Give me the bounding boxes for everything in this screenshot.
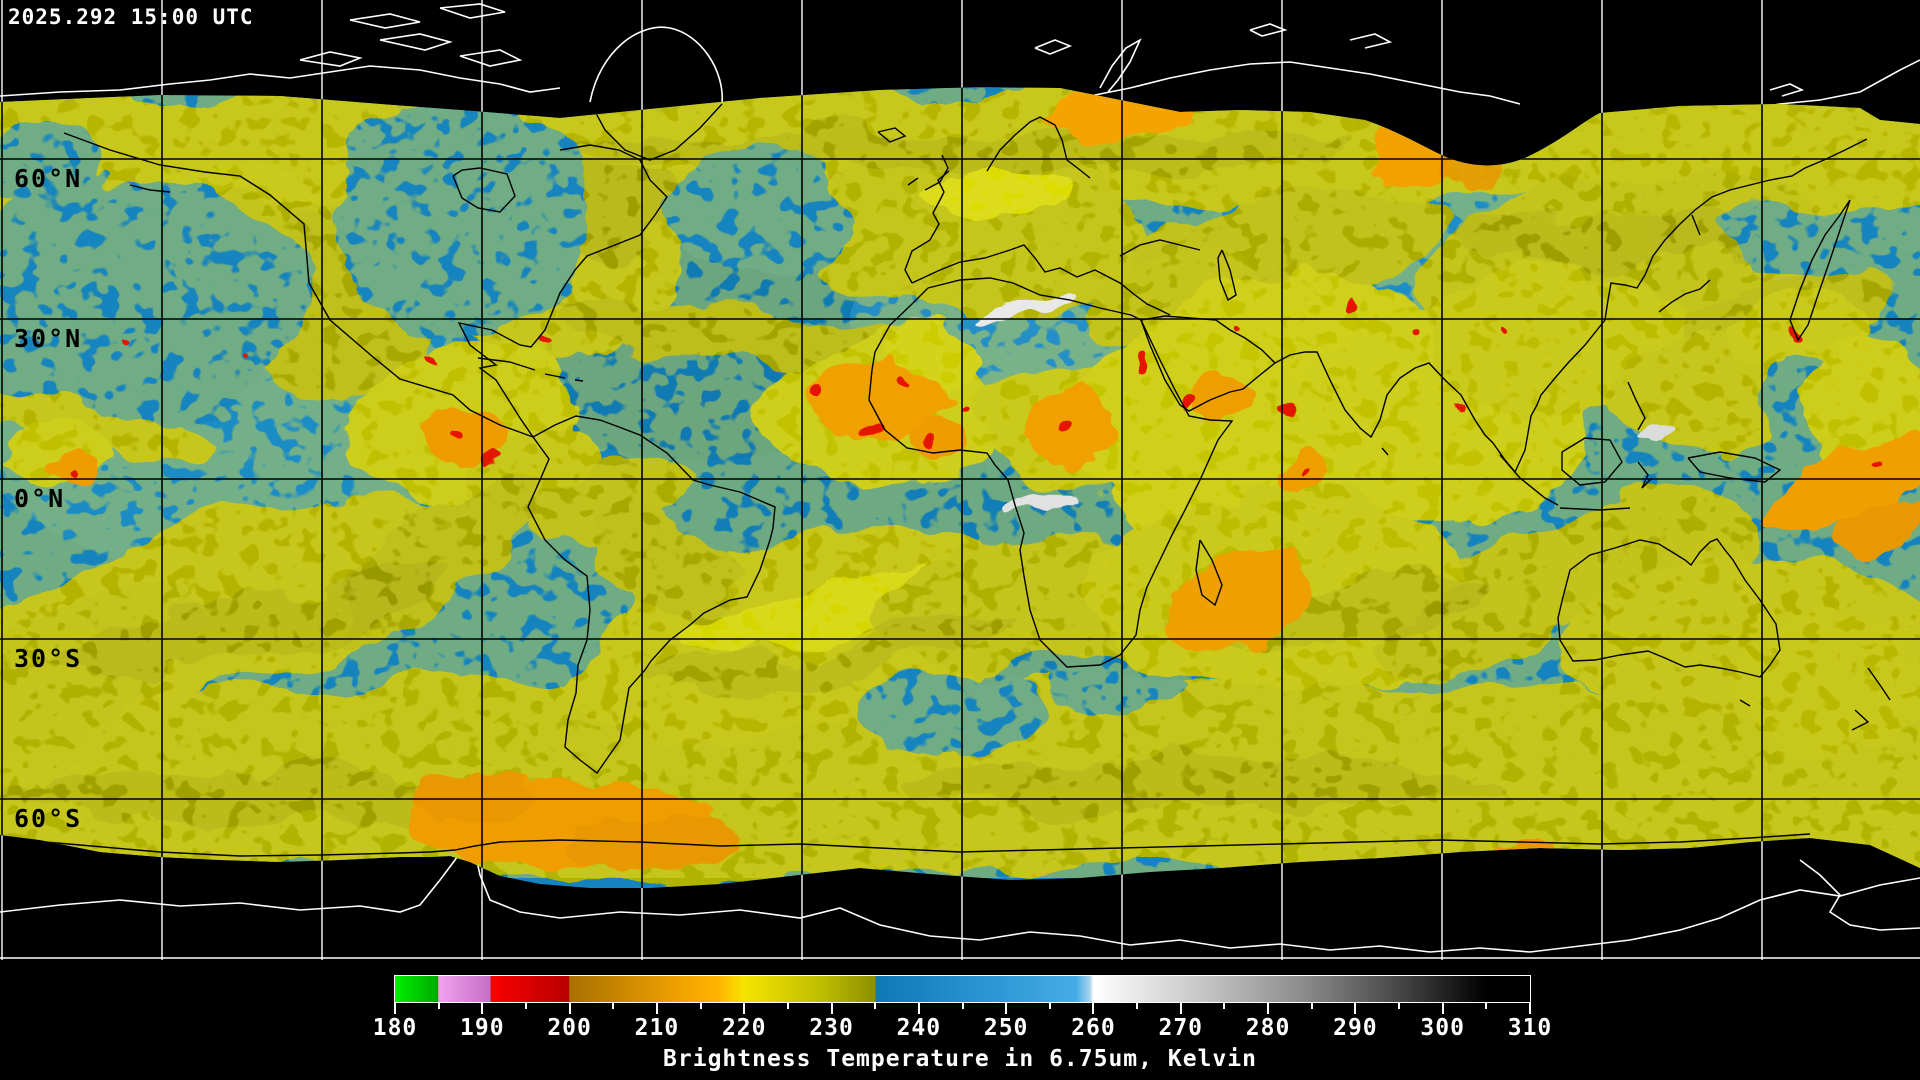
colorbar-minor-tick: [1485, 1003, 1488, 1009]
colorbar-major-tick: [1092, 1003, 1095, 1014]
colorbar-major-tick: [1005, 1003, 1008, 1014]
colorbar-minor-tick: [1223, 1003, 1226, 1009]
latitude-label-0n: 0°N: [14, 484, 65, 513]
colorbar-tick-label: 190: [460, 1015, 505, 1041]
colorbar-tick-labels: 180 190 200 210 220 230 240 250 260 270 280 290 300 3…: [373, 1015, 1552, 1045]
colorbar-minor-tick: [699, 1003, 702, 1009]
colorbar-tick-label: 250: [983, 1015, 1029, 1041]
latitude-label-60s: 60°S: [14, 804, 82, 833]
colorbar-minor-tick: [437, 1003, 440, 1009]
colorbar-tick-label: 240: [896, 1015, 942, 1041]
colorbar-major-tick: [1267, 1003, 1270, 1014]
colorbar-minor-tick: [786, 1003, 789, 1009]
colorbar-minor-tick: [612, 1003, 615, 1009]
graticule-black-longitude-lines: [1, 87, 1763, 888]
latitude-label-60n: 60°N: [14, 164, 82, 193]
latitude-label-30n: 30°N: [14, 324, 82, 353]
colorbar-tick-label: 270: [1158, 1015, 1204, 1041]
colorbar-legend: 180 190 200 210 220 230 240 250 260 270 280 290 300 3…: [0, 960, 1920, 1080]
colorbar-major-tick: [1179, 1003, 1182, 1014]
colorbar-caption: Brightness Temperature in 6.75um, Kelvin: [663, 1046, 1257, 1072]
polar-coastlines-white: [0, 3, 1920, 953]
graticule-latitude-lines: [0, 158, 1920, 800]
colorbar-major-tick: [1529, 1003, 1531, 1014]
colorbar-ticks: [394, 1003, 1531, 1017]
latitude-labels: 60°N 30°N 0°N 30°S 60°S: [14, 164, 82, 833]
colorbar-minor-tick: [961, 1003, 964, 1009]
colorbar-tick-label: 310: [1507, 1015, 1553, 1041]
colorbar-minor-tick: [1048, 1003, 1051, 1009]
colorbar-major-tick: [1441, 1003, 1444, 1014]
colorbar-major-tick: [830, 1003, 833, 1014]
colorbar-minor-tick: [1310, 1003, 1313, 1009]
brightness-temperature-raster: [0, 87, 1920, 888]
colorbar-major-tick: [917, 1003, 920, 1014]
colorbar-tick-label: 300: [1420, 1015, 1465, 1041]
colorbar-minor-tick: [1398, 1003, 1401, 1009]
latitude-label-30s: 30°S: [14, 644, 82, 673]
colorbar-major-tick: [394, 1003, 396, 1014]
colorbar-tick-label: 220: [721, 1015, 767, 1041]
colorbar-tick-label: 210: [634, 1015, 680, 1041]
timestamp-label: 2025.292 15:00 UTC: [8, 5, 254, 29]
colorbar-major-tick: [481, 1003, 484, 1014]
moisture-speckle-texture: [0, 88, 1920, 878]
water-vapor-map: 60°N 30°N 0°N 30°S 60°S 2025.292 15:00 U…: [0, 0, 1920, 960]
colorbar-tick-label: 260: [1071, 1015, 1116, 1041]
colorbar-major-tick: [1354, 1003, 1357, 1014]
colorbar-minor-tick: [874, 1003, 877, 1009]
colorbar-minor-tick: [524, 1003, 527, 1009]
coastlines-black: [0, 101, 1891, 857]
colorbar-tick-label: 180: [372, 1015, 418, 1041]
colorbar-major-tick: [568, 1003, 571, 1014]
colorbar-major-tick: [743, 1003, 746, 1014]
colorbar-tick-label: 200: [547, 1015, 592, 1041]
colorbar-gradient: [394, 975, 1531, 1003]
colorbar-tick-label: 230: [809, 1015, 854, 1041]
colorbar-minor-tick: [1136, 1003, 1139, 1009]
colorbar-major-tick: [655, 1003, 658, 1014]
colorbar-tick-label: 290: [1333, 1015, 1378, 1041]
colorbar-tick-label: 280: [1245, 1015, 1291, 1041]
